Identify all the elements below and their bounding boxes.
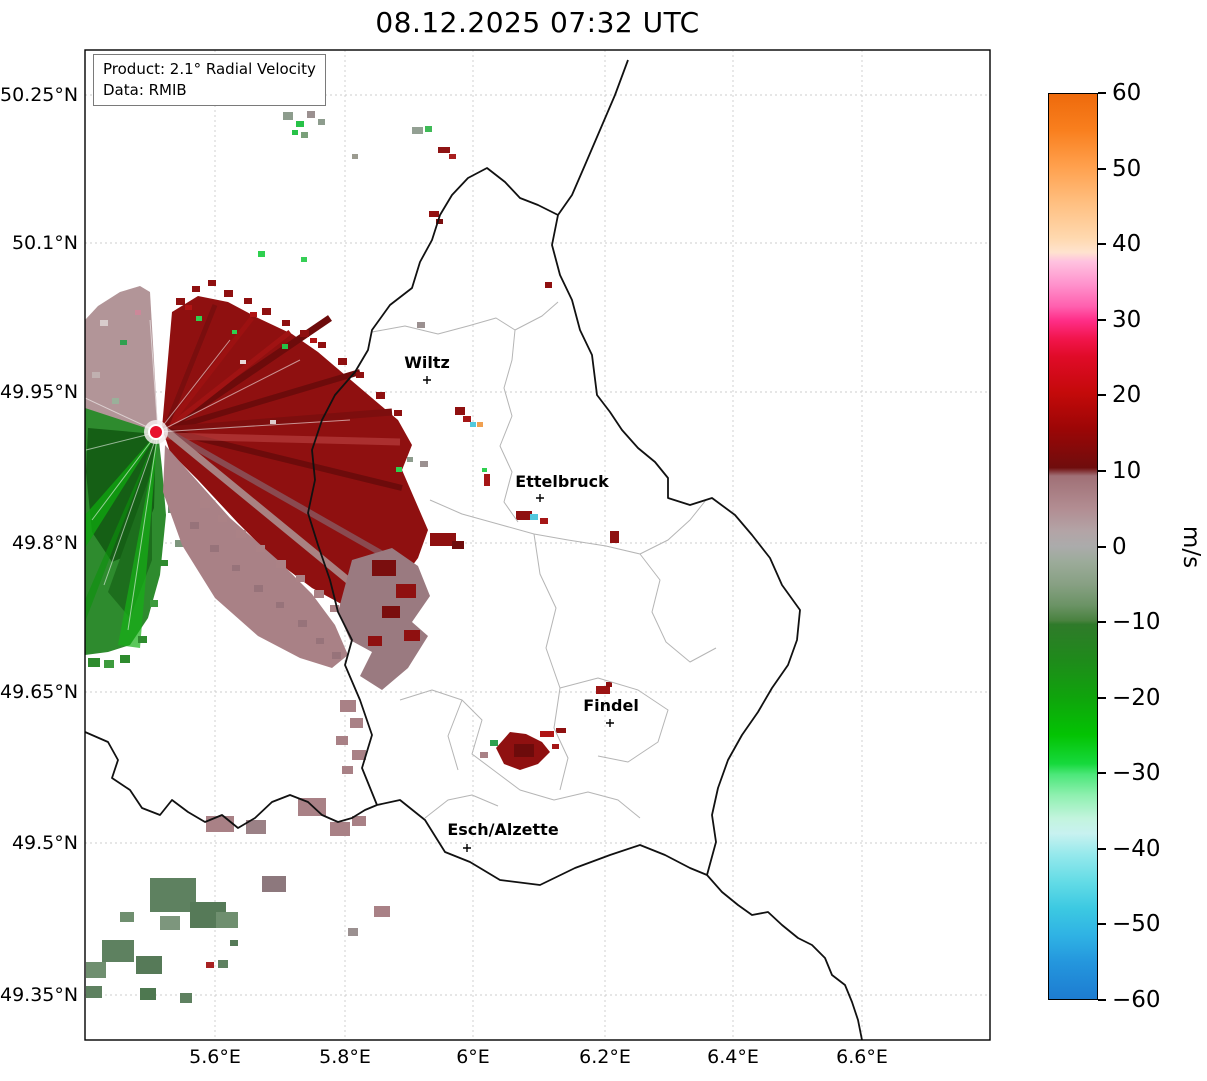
velocity-positive-fan	[162, 296, 428, 612]
city-label-ettelbruck: Ettelbruck	[515, 472, 609, 491]
scattered-echoes-north	[258, 111, 552, 288]
colorbar-tick-label: 10	[1112, 457, 1142, 484]
border-luxembourg-west	[307, 167, 559, 806]
city-marker-findel	[606, 719, 614, 727]
colorbar-ticks: 60 50 40 30 20 10 0 −10 −20 −30 −40 −50 −60	[1098, 80, 1203, 1013]
scattered-echoes-centre	[396, 322, 619, 549]
colorbar-tick-mark	[1098, 696, 1106, 699]
colorbar-tick-mark	[1098, 772, 1106, 775]
colorbar-tick-mark	[1098, 318, 1106, 321]
city-esch-alzette: Esch/Alzette	[447, 820, 559, 852]
colorbar-tick-label: −20	[1112, 684, 1161, 711]
radial-streaks	[85, 319, 351, 631]
product-info-box: Product: 2.1° Radial Velocity Data: RMIB	[93, 54, 326, 106]
colorbar-tick-mark	[1098, 999, 1106, 1001]
colorbar-tick-label: 40	[1112, 231, 1142, 258]
district-borders	[371, 301, 717, 819]
colorbar-tick-label: 60	[1112, 80, 1142, 106]
city-wiltz: Wiltz	[404, 353, 450, 384]
colorbar-tick-mark	[1098, 469, 1106, 472]
country-borders	[85, 59, 863, 1040]
colorbar-tick-label: 20	[1112, 382, 1142, 409]
colorbar-gradient	[1048, 93, 1098, 1000]
city-marker-esch-alzette	[463, 844, 471, 852]
velocity-near-zero-fan	[85, 286, 158, 430]
city-marker-wiltz	[423, 376, 431, 384]
colorbar-tick-mark	[1098, 621, 1106, 624]
colorbar-tick-label: 30	[1112, 306, 1142, 333]
colorbar-unit-label: m/s	[1170, 93, 1207, 1000]
colorbar-tick-mark	[1098, 243, 1106, 246]
radar-site-marker	[144, 420, 168, 444]
colorbar-tick-mark	[1098, 394, 1106, 397]
colorbar-tick-label: 0	[1112, 533, 1127, 560]
city-label-esch-alzette: Esch/Alzette	[447, 820, 559, 839]
scattered-echoes-south	[86, 798, 390, 1003]
colorbar-tick-label: −60	[1112, 987, 1161, 1013]
colorbar-tick-mark	[1098, 847, 1106, 850]
colorbar-tick-label: −40	[1112, 835, 1161, 862]
city-ettelbruck: Ettelbruck	[515, 472, 609, 502]
plot-frame	[84, 49, 991, 1041]
colorbar-tick-mark	[1098, 923, 1106, 926]
colorbar-tick-mark	[1098, 167, 1106, 170]
findel-echo-cluster	[480, 682, 612, 770]
colorbar-tick-label: 50	[1112, 155, 1142, 182]
plot-title: 08.12.2025 07:32 UTC	[375, 6, 700, 39]
radar-velocity-field	[85, 111, 619, 1003]
colorbar-tick-mark	[1098, 545, 1106, 548]
colorbar-tick-label: −50	[1112, 911, 1161, 938]
border-luxembourg-south	[376, 799, 708, 886]
city-label-findel: Findel	[583, 696, 639, 715]
city-marker-ettelbruck	[536, 494, 544, 502]
colorbar-tick-label: −30	[1112, 760, 1161, 787]
colorbar-unit-text: m/s	[1178, 525, 1205, 568]
colorbar-tick-label: −10	[1112, 609, 1161, 636]
border-france-belgium	[85, 731, 378, 829]
product-name: Product: 2.1° Radial Velocity	[103, 60, 316, 78]
border-luxembourg-east	[551, 214, 801, 876]
data-source: Data: RMIB	[103, 81, 187, 99]
colorbar-tick-mark	[1098, 92, 1106, 94]
border-belgium-germany	[557, 59, 629, 216]
city-label-wiltz: Wiltz	[404, 353, 450, 372]
border-france-germany	[706, 874, 863, 1040]
city-findel: Findel	[583, 696, 639, 727]
